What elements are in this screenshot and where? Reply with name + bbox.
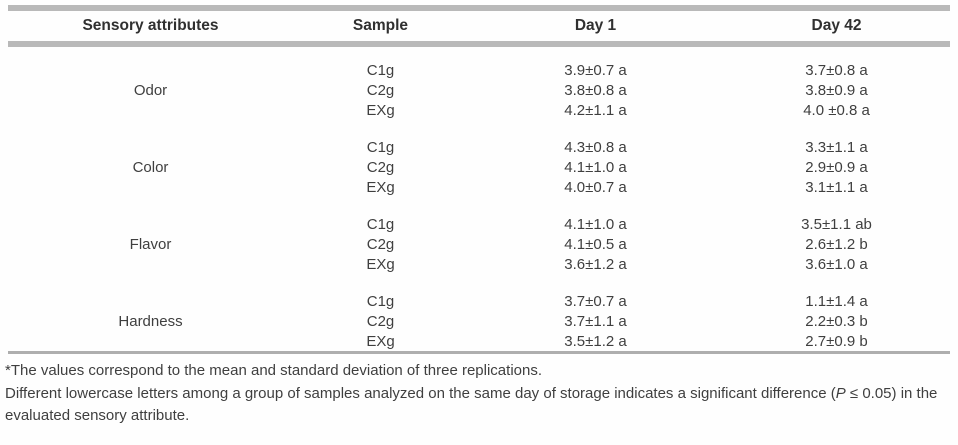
day42-value-cell: 3.6±1.0 a [805, 255, 868, 273]
table-header-rule [8, 41, 950, 47]
day42-value-cell: 3.1±1.1 a [805, 178, 868, 196]
day42-value-cell: 2.6±1.2 b [805, 235, 868, 253]
attribute-group-flavor: Flavor C1g 4.1±1.0 a 3.5±1.1 ab C2g 4.1±… [0, 214, 958, 274]
day1-value-cell: 4.2±1.1 a [564, 101, 627, 119]
table-footnotes: *The values correspond to the mean and s… [0, 354, 958, 428]
day42-value-cell: 2.9±0.9 a [805, 158, 868, 176]
day42-value-cell: 2.2±0.3 b [805, 312, 868, 330]
day1-value-cell: 3.6±1.2 a [564, 255, 627, 273]
attribute-label: Odor [133, 81, 168, 99]
table-header-row: Sensory attributes Sample Day 1 Day 42 [8, 11, 950, 41]
sample-cell: C2g [366, 81, 395, 99]
day42-value-cell: 3.3±1.1 a [805, 138, 868, 156]
day1-value-cell: 4.1±0.5 a [564, 235, 627, 253]
footnote-replications: *The values correspond to the mean and s… [5, 362, 542, 379]
day1-value-cell: 3.7±0.7 a [564, 292, 627, 310]
sample-cell: EXg [366, 255, 395, 273]
day42-value-cell: 3.8±0.9 a [805, 81, 868, 99]
header-day-42: Day 42 [811, 17, 862, 34]
day1-value-cell: 4.0±0.7 a [564, 178, 627, 196]
sample-cell: C1g [366, 138, 395, 156]
attribute-label: Color [132, 158, 169, 176]
sample-cell: C1g [366, 61, 395, 79]
sample-cell: C2g [366, 235, 395, 253]
table-bottom-rule [8, 351, 950, 354]
footnote-significance: Different lowercase letters among a grou… [5, 383, 950, 406]
day42-value-cell: 1.1±1.4 a [805, 292, 868, 310]
header-sample: Sample [352, 17, 409, 34]
day1-value-cell: 4.3±0.8 a [564, 138, 627, 156]
day42-value-cell: 4.0 ±0.8 a [803, 101, 870, 119]
day42-value-cell: 2.7±0.9 b [805, 332, 868, 350]
footnote-p-symbol: P [835, 384, 846, 402]
sample-cell: EXg [366, 178, 395, 196]
footnote-significance-text-end: ≤ 0.05) in the [845, 384, 938, 402]
sample-cell: EXg [366, 101, 395, 119]
attribute-group-odor: Odor C1g 3.9±0.7 a 3.7±0.8 a C2g 3.8±0.8… [0, 60, 958, 120]
attribute-group-hardness: Hardness C1g 3.7±0.7 a 1.1±1.4 a C2g 3.7… [0, 291, 958, 351]
header-sensory-attributes: Sensory attributes [82, 17, 219, 34]
sample-cell: C2g [366, 312, 395, 330]
footnote-significance-continued: evaluated sensory attribute. [5, 407, 190, 424]
day42-value-cell: 3.7±0.8 a [805, 61, 868, 79]
table-top-rule [8, 5, 950, 11]
day1-value-cell: 4.1±1.0 a [564, 215, 627, 233]
attribute-group-color: Color C1g 4.3±0.8 a 3.3±1.1 a C2g 4.1±1.… [0, 137, 958, 197]
sample-cell: C1g [366, 215, 395, 233]
attribute-label: Flavor [129, 235, 172, 253]
day1-value-cell: 3.9±0.7 a [564, 61, 627, 79]
header-day-1: Day 1 [574, 17, 617, 34]
day1-value-cell: 3.8±0.8 a [564, 81, 627, 99]
day1-value-cell: 3.5±1.2 a [564, 332, 627, 350]
sample-cell: C2g [366, 158, 395, 176]
day1-value-cell: 4.1±1.0 a [564, 158, 627, 176]
sample-cell: C1g [366, 292, 395, 310]
attribute-label: Hardness [118, 312, 183, 330]
day42-value-cell: 3.5±1.1 ab [801, 215, 872, 233]
table-body: Odor C1g 3.9±0.7 a 3.7±0.8 a C2g 3.8±0.8… [0, 47, 958, 351]
day1-value-cell: 3.7±1.1 a [564, 312, 627, 330]
footnote-significance-text: Different lowercase letters among a grou… [5, 384, 836, 402]
sample-cell: EXg [366, 332, 395, 350]
